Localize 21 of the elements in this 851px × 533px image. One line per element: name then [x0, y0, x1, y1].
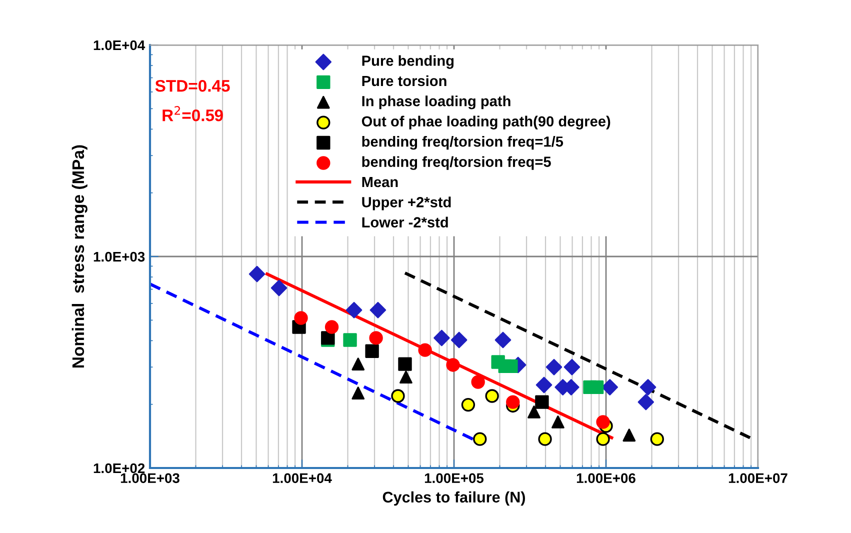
x-tick-label: 1.00E+06 — [576, 473, 636, 484]
legend-label: Lower -2*std — [362, 216, 448, 228]
legend-label: Upper +2*std — [362, 196, 451, 210]
y-tick-label: 1.0E+02 — [94, 463, 145, 474]
x-axis-title: Cycles to failure (N) — [382, 491, 525, 506]
legend-label: Mean — [362, 177, 398, 188]
legend-label: In phase loading path — [362, 96, 510, 110]
x-tick-label: 1.00E+04 — [272, 473, 332, 484]
y-axis-title: Nominal stress range (MPa) — [72, 145, 88, 368]
annotation: R$^{2}$=0.59 — [162, 106, 223, 122]
legend-label: Out of phae loading path(90 degree) — [362, 116, 610, 130]
legend-label: bending freq/torsion freq=5 — [362, 156, 551, 170]
legend-label: bending freq/torsion freq=1/5 — [362, 136, 564, 150]
x-tick-label: 1.00E+03 — [120, 473, 180, 484]
legend-label: Pure torsion — [362, 75, 446, 86]
x-tick-label: 1.00E+07 — [728, 473, 788, 484]
legend-label: Pure bending — [362, 55, 454, 69]
y-tick-label: 1.0E+03 — [94, 252, 145, 262]
annotation: STD=0.45 — [155, 80, 230, 92]
y-tick-label: 1.0E+04 — [94, 40, 146, 50]
x-tick-label: 1.00E+05 — [424, 473, 484, 484]
